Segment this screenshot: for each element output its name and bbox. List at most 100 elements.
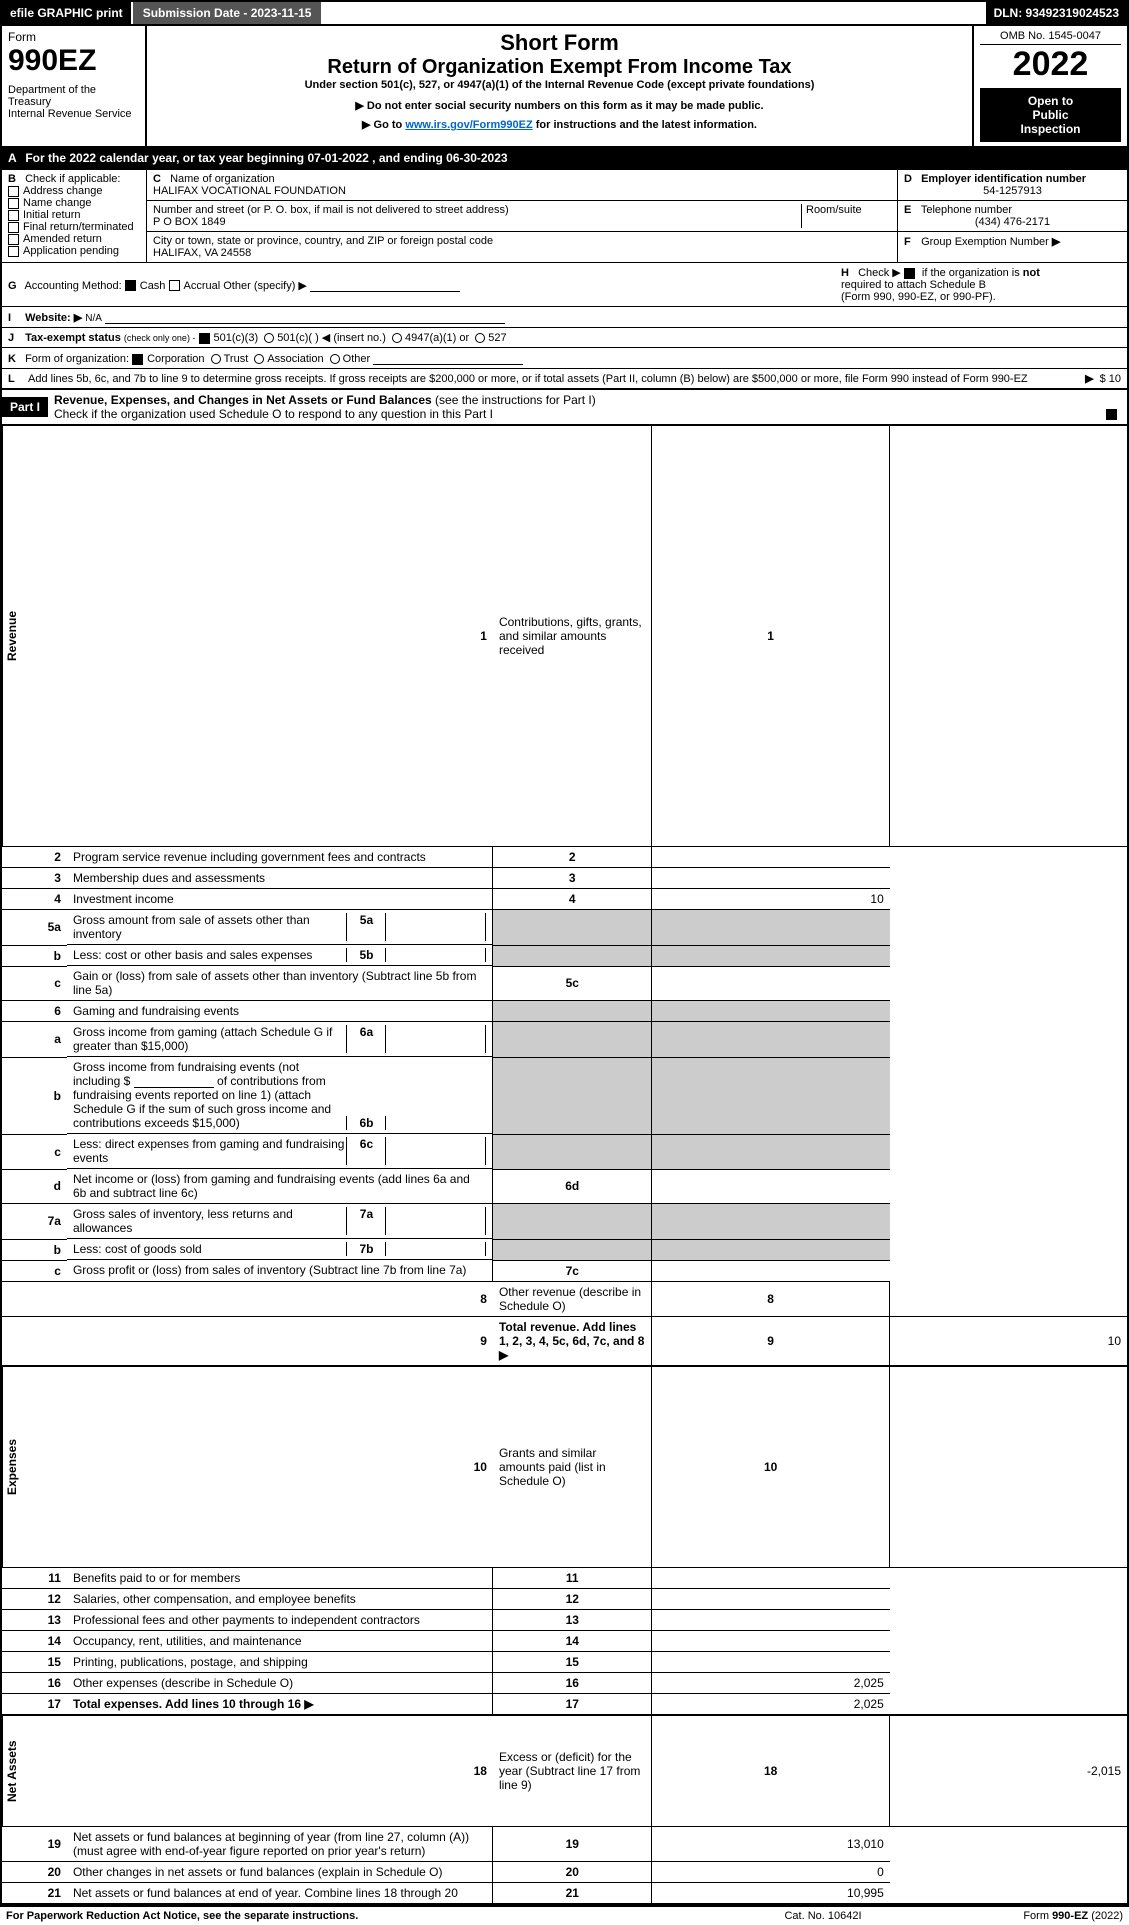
row-i: I Website: ▶ N/A [0,307,1129,328]
h-text3: required to attach Schedule B [841,279,986,291]
l6b-num: b [1,1057,67,1134]
l-text: Add lines 5b, 6c, and 7b to line 9 to de… [28,373,1079,385]
label-d: D [904,173,918,185]
row-j: J Tax-exempt status (check only one) - 5… [0,328,1129,348]
expenses-vlabel-cell: Expenses [1,1366,67,1568]
chk-amended[interactable] [8,234,19,245]
l7a-desc: Gross sales of inventory, less returns a… [73,1207,347,1235]
l20-val: 0 [652,1861,890,1882]
app-pending: Application pending [23,245,119,257]
open-to: Open to [986,94,1115,108]
l5b-row: Less: cost or other basis and sales expe… [67,945,493,966]
irs-link[interactable]: www.irs.gov/Form990EZ [405,119,532,131]
l6a-sn: 6a [346,1025,386,1053]
l12-desc: Salaries, other compensation, and employ… [67,1588,493,1609]
l9-desc-wrap: Total revenue. Add lines 1, 2, 3, 4, 5c,… [493,1316,652,1366]
l12-ln: 12 [493,1588,652,1609]
l9-ln: 9 [652,1316,890,1366]
l4-ln: 4 [493,889,652,910]
l10-val [890,1366,1128,1568]
l8-num: 8 [67,1281,493,1316]
l13-val [652,1609,890,1630]
chk-assoc[interactable] [254,354,264,364]
chk-final[interactable] [8,222,19,233]
chk-address[interactable] [8,186,19,197]
l21-num: 21 [1,1882,67,1904]
room-suite: Room/suite [801,204,891,228]
under-section: Under section 501(c), 527, or 4947(a)(1)… [153,79,966,91]
chk-trust[interactable] [211,354,221,364]
l7b-sv [386,1242,486,1256]
l2-ln: 2 [493,847,652,868]
l1-desc: Contributions, gifts, grants, and simila… [493,426,652,847]
chk-accrual[interactable] [169,280,180,291]
website-value: N/A [85,313,102,324]
efile-label[interactable]: efile GRAPHIC print [2,2,131,24]
l15-val [652,1651,890,1672]
chk-cash[interactable] [125,280,136,291]
tel-value: (434) 476-2171 [904,216,1121,228]
chk-501c3[interactable] [199,333,210,344]
chk-other[interactable] [330,354,340,364]
chk-h[interactable] [904,268,915,279]
chk-initial[interactable] [8,210,19,221]
l8-desc: Other revenue (describe in Schedule O) [493,1281,652,1316]
chk-4947[interactable] [392,333,402,343]
l2-num: 2 [1,847,67,868]
l19-ln: 19 [493,1826,652,1861]
netassets-vlabel: Net Assets [2,1716,21,1826]
l6c-sv [386,1137,486,1165]
l7c-ln: 7c [493,1260,652,1281]
l20-num: 20 [1,1861,67,1882]
ein-cell: D Employer identification number 54-1257… [897,170,1127,200]
header-left: Form 990EZ Department of the Treasury In… [2,26,147,146]
label-c: C [153,173,167,185]
l2-desc: Program service revenue including govern… [67,847,493,868]
street-cell: Number and street (or P. O. box, if mail… [147,201,897,231]
accrual-lbl: Accrual [184,280,221,292]
l3-ln: 3 [493,868,652,889]
l5b-num: b [1,945,67,966]
l12-num: 12 [1,1588,67,1609]
part1-label: Part I [2,397,48,417]
tax-exempt-lbl: Tax-exempt status [25,332,121,344]
l11-val [652,1567,890,1588]
l2-val [652,847,890,868]
l6d-num: d [1,1169,67,1204]
chk-name[interactable] [8,198,19,209]
street-value: P O BOX 1849 [153,216,226,228]
l5a-row: Gross amount from sale of assets other t… [67,910,493,945]
irs-label: Internal Revenue Service [8,108,139,120]
label-i: I [8,312,22,324]
l3-desc: Membership dues and assessments [67,868,493,889]
omb-number: OMB No. 1545-0047 [980,30,1121,45]
dept-treasury: Department of the Treasury [8,84,139,108]
l17-ln: 17 [493,1693,652,1715]
box-bcdef: B Check if applicable: Address change Na… [0,170,1129,263]
h-text4: (Form 990, 990-EZ, or 990-PF). [841,291,996,303]
arrow-icon: ▶ [1052,236,1060,248]
l7b-val-shade [652,1239,890,1260]
l7b-row: Less: cost of goods sold 7b [67,1239,493,1260]
chk-part1-scho[interactable] [1106,409,1117,420]
l17-val: 2,025 [652,1693,890,1715]
l6c-row: Less: direct expenses from gaming and fu… [67,1134,493,1169]
open-public-box: Open to Public Inspection [980,88,1121,142]
l5a-val-shade [652,910,890,946]
l18-num: 18 [67,1715,493,1827]
chk-501c[interactable] [264,333,274,343]
revenue-vlabel-cell: Revenue [1,426,67,847]
l6d-desc: Net income or (loss) from gaming and fun… [67,1169,493,1204]
l21-val: 10,995 [652,1882,890,1904]
l6b-blank [134,1074,214,1088]
l4-desc: Investment income [67,889,493,910]
label-a: A [8,151,22,165]
l6b-ln-shade [493,1057,652,1134]
chk-corp[interactable] [132,354,143,365]
chk-527[interactable] [475,333,485,343]
short-form-title: Short Form [153,30,966,56]
chk-pending[interactable] [8,246,19,257]
dln: DLN: 93492319024523 [986,2,1127,24]
l7b-num: b [1,1239,67,1260]
l7b-sn: 7b [346,1242,386,1256]
